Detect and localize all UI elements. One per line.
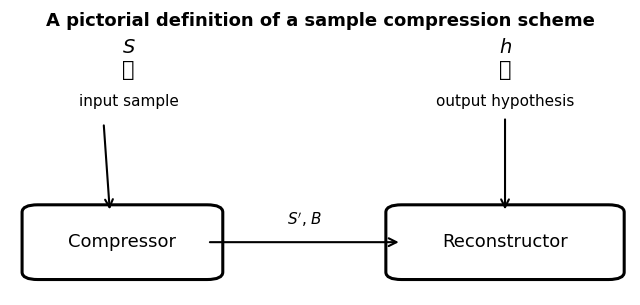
FancyBboxPatch shape: [386, 205, 624, 279]
Text: $S$: $S$: [122, 39, 136, 57]
Text: ⏟: ⏟: [122, 60, 135, 80]
Text: $h$: $h$: [499, 38, 511, 57]
Text: Compressor: Compressor: [68, 233, 177, 251]
Text: Reconstructor: Reconstructor: [442, 233, 568, 251]
Text: ⏟: ⏟: [499, 60, 511, 80]
Text: $S'$, $B$: $S'$, $B$: [287, 210, 322, 229]
Text: output hypothesis: output hypothesis: [436, 94, 574, 109]
Text: A pictorial definition of a sample compression scheme: A pictorial definition of a sample compr…: [45, 12, 595, 30]
Text: input sample: input sample: [79, 94, 179, 109]
FancyBboxPatch shape: [22, 205, 223, 279]
